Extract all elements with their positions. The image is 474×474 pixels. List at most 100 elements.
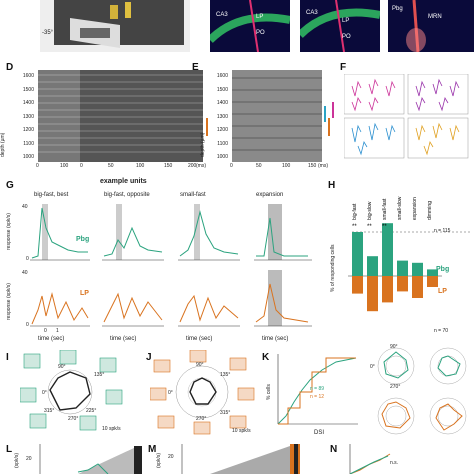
x-axis-label: time (sec) (110, 336, 137, 342)
subtitle: big-fast, best (34, 192, 69, 198)
section-title: example units (100, 178, 147, 185)
angle-label: 90° (390, 344, 398, 350)
bar-pbg (382, 223, 393, 276)
y-tick: 1300 (22, 113, 34, 120)
panel-d-raster: depth (µm) 1600 1500 1400 1300 1200 1100… (0, 62, 215, 172)
panel-letter: M (148, 444, 157, 455)
region-label: LP (256, 14, 264, 20)
x-axis-label: time (sec) (262, 336, 289, 342)
depth-marker-orange (328, 118, 330, 136)
significance-label: n.s. (390, 460, 399, 466)
panel-letter: L (6, 444, 13, 455)
significance-mark: ** (367, 224, 372, 230)
y-axis-label: depth (µm) (0, 132, 6, 157)
bar-pbg (367, 256, 378, 276)
y-tick: 1600 (216, 73, 228, 79)
x-tick: 150 (164, 163, 173, 169)
significance-mark: ** (382, 224, 387, 230)
bar-lp (427, 276, 438, 287)
y-tick: 1400 (216, 100, 228, 106)
y-tick: 0 (26, 322, 29, 328)
panel-letter: D (6, 62, 14, 73)
panel-letter: G (6, 180, 14, 191)
subtitle: big-fast, opposite (104, 192, 150, 198)
angle-label: 270° (196, 416, 207, 422)
x-tick: 50 (108, 163, 114, 169)
y-tick: 1400 (22, 100, 34, 106)
bar-lp (382, 276, 393, 303)
bar-pbg (427, 269, 438, 276)
panel-e-traces: depth (µm) 1600 1500 1400 1300 1200 1100… (200, 62, 340, 172)
n-count: n = 70 (434, 328, 449, 334)
n-count: n = 12 (310, 394, 325, 400)
angle-label: 0° (168, 390, 173, 396)
region-label: MRN (428, 14, 442, 20)
y-tick: 1500 (22, 86, 34, 93)
angle-label: 90° (196, 362, 204, 368)
lfp-traces (232, 70, 322, 162)
angle-label: 270° (390, 384, 401, 390)
y-tick: 1000 (22, 154, 34, 160)
panel-f-waveforms (344, 74, 472, 162)
angle-label: 315° (220, 410, 231, 416)
significance-mark: ** (352, 224, 357, 230)
angle-label: 90° (58, 364, 66, 370)
x-tick: 1 (56, 328, 59, 334)
y-axis-label: response (spk/s) (6, 283, 12, 320)
x-tick: 0 (36, 163, 39, 169)
series-label-lp: LP (80, 290, 89, 297)
category-label: big-fast (352, 203, 358, 220)
panel-n: n.s. (340, 444, 474, 474)
category-label: dimming (427, 201, 433, 220)
panel-a-rig-image: -35° (40, 0, 190, 52)
y-axis-label: % of responding cells (330, 244, 336, 292)
y-axis-label: (spk/s) (156, 453, 162, 468)
panel-letter: N (330, 444, 338, 455)
panel-d-histology: Pbg MRN (388, 0, 474, 52)
bar-lp (352, 276, 363, 294)
x-tick: 100 (136, 163, 145, 169)
y-tick: 1000 (216, 154, 228, 160)
panel-letter: H (328, 180, 336, 191)
angle-label: 225° (86, 408, 97, 414)
panel-k-polar-grid: 90° 0° 270° (370, 344, 474, 440)
y-tick: 1300 (216, 113, 228, 120)
orange-depth-marker (206, 118, 208, 136)
x-tick: 0 (230, 163, 233, 169)
angle-label: 315° (44, 408, 55, 414)
y-axis-label: response (spk/s) (6, 213, 12, 250)
region-label: PO (342, 34, 351, 40)
x-unit: (ms) (318, 163, 328, 169)
series-label-pbg: Pbg (76, 236, 90, 243)
y-tick: 0 (26, 256, 29, 262)
panel-letter: E (192, 62, 199, 73)
y-tick: 40 (22, 270, 28, 276)
panel-m: (spk/s) 20 (156, 444, 306, 474)
x-unit: (ms) (196, 163, 206, 169)
region-label: Pbg (392, 6, 403, 12)
x-tick: 150 (308, 163, 317, 169)
y-tick: 1200 (216, 127, 228, 133)
series-label-pbg: Pbg (436, 266, 450, 273)
region-label: LP (342, 18, 350, 24)
y-axis-label: (spk/s) (14, 453, 20, 468)
x-axis-label: DSI (314, 430, 325, 436)
x-tick: 0 (80, 163, 83, 169)
region-label: PO (256, 30, 265, 36)
y-tick: 1100 (23, 140, 34, 147)
category-label: big-slow (367, 201, 373, 220)
y-tick: 20 (26, 456, 32, 462)
region-label: CA3 (306, 10, 318, 16)
panel-h-chart: % of responding cells big-fast ** big-slow… (330, 186, 474, 336)
bar-chart-svg: big-fast ** big-slow ** small-fast ** small-sl… (348, 196, 470, 312)
bar-pbg (352, 232, 363, 276)
subtitle: small-fast (180, 192, 206, 198)
n-count: n = 115 (434, 228, 451, 234)
x-tick: 100 (60, 163, 69, 169)
subtitle: expansion (256, 192, 284, 198)
panel-b-histology: CA3 LP PO (210, 0, 290, 52)
category-label: expansion (412, 197, 418, 220)
x-tick: 50 (256, 163, 262, 169)
scale-bar-label: 10 spk/s (232, 428, 251, 434)
x-tick: 200 (188, 163, 197, 169)
